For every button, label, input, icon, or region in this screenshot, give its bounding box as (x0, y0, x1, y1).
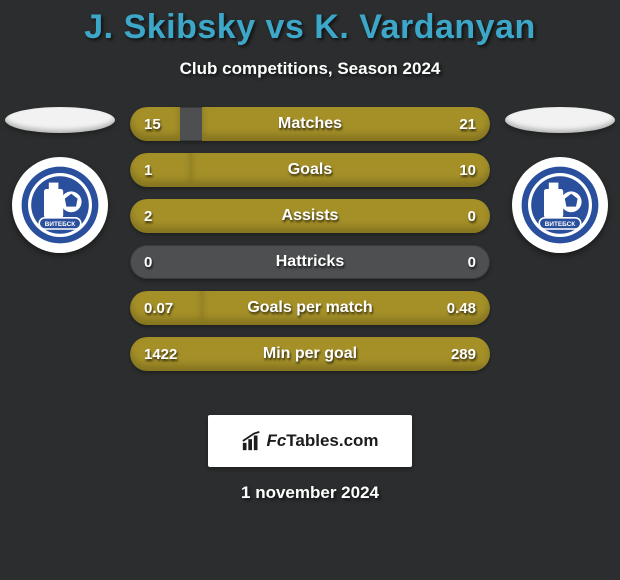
stat-fill-right (202, 291, 490, 325)
player-left-oval (5, 107, 115, 133)
stat-value-left: 0 (144, 245, 152, 279)
stat-fill-left (130, 107, 180, 141)
page-title: J. Skibsky vs K. Vardanyan (0, 0, 620, 47)
crest-icon: ВИТЕБСК (20, 165, 100, 245)
stat-fill-left (130, 199, 490, 233)
stat-row: Hattricks0 0 (130, 245, 490, 279)
player-left-column: ВИТЕБСК (0, 107, 120, 397)
stats-arena: ВИТЕБСК ВИТЕБСК Matches152 (0, 107, 620, 397)
brand-suffix: Tables.com (286, 431, 378, 450)
player-left-crest: ВИТЕБСК (12, 157, 108, 253)
stat-fill-left (130, 337, 490, 371)
brand-badge: FcTables.com (208, 415, 412, 467)
stat-fill-left (130, 291, 202, 325)
chart-icon (241, 430, 263, 452)
player-right-crest: ВИТЕБСК (512, 157, 608, 253)
player-right-oval (505, 107, 615, 133)
stat-label: Hattricks (130, 245, 490, 279)
svg-text:ВИТЕБСК: ВИТЕБСК (545, 221, 575, 228)
stat-value-right: 0 (468, 245, 476, 279)
stat-row: Goals per match0.070.48 (130, 291, 490, 325)
stat-fill-left (130, 153, 191, 187)
stat-row: Matches1521 (130, 107, 490, 141)
crest-icon: ВИТЕБСК (520, 165, 600, 245)
stat-bars: Matches1521 Goals110 Assists20 Hattricks0 0 G… (130, 107, 490, 371)
comparison-card: J. Skibsky vs K. Vardanyan Club competit… (0, 0, 620, 580)
subtitle: Club competitions, Season 2024 (0, 59, 620, 79)
stat-row: Min per goal1422289 (130, 337, 490, 371)
stat-fill-right (202, 107, 490, 141)
stat-row: Assists20 (130, 199, 490, 233)
stat-row: Goals110 (130, 153, 490, 187)
svg-text:ВИТЕБСК: ВИТЕБСК (45, 221, 75, 228)
stat-fill-right (191, 153, 490, 187)
player-right-column: ВИТЕБСК (500, 107, 620, 397)
brand-prefix: Fc (266, 431, 286, 450)
date-label: 1 november 2024 (0, 483, 620, 503)
